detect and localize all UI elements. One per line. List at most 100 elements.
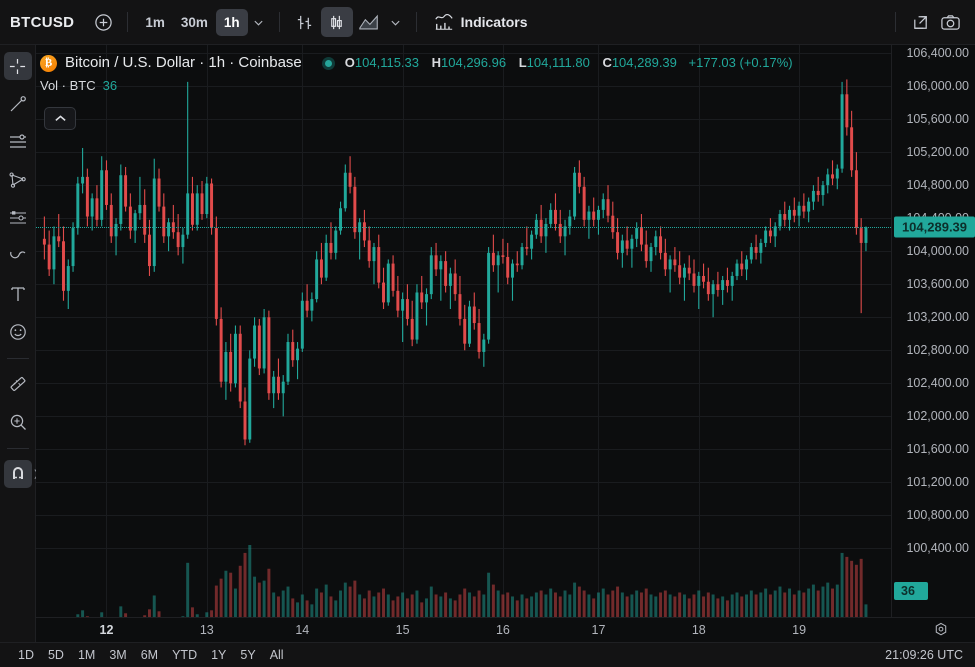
sidebar-item-emoji-tool[interactable] [4, 318, 32, 346]
candle-body [625, 240, 629, 249]
volume-bar [764, 588, 768, 640]
sidebar-item-cross-cursor-tool[interactable] [3, 52, 32, 80]
volume-bar [549, 588, 553, 640]
candle-body [477, 323, 481, 352]
date-range-1y[interactable]: 1Y [211, 648, 227, 662]
candle-body [214, 228, 218, 319]
clock-label[interactable]: 21:09:26 UTC [885, 648, 963, 662]
candle-body [491, 252, 495, 266]
candle-style-button[interactable] [320, 7, 353, 37]
horizontal-lines-icon [9, 134, 26, 148]
price-axis-label: 103,600.00 [906, 277, 969, 292]
bar-style-button[interactable] [289, 7, 321, 37]
date-range-ytd[interactable]: YTD [172, 648, 198, 662]
publish-button[interactable] [905, 7, 935, 37]
candle-body [291, 342, 295, 361]
candle-body [582, 186, 586, 220]
sidebar-item-text-tool[interactable] [4, 280, 32, 308]
sidebar-item-trend-line-tool[interactable] [4, 90, 32, 118]
time-axis-settings-icon [935, 622, 947, 636]
sidebar-item-horizontal-lines-tool[interactable] [4, 128, 32, 156]
volume-bar [353, 580, 357, 640]
crosshair-icon [9, 58, 26, 74]
volume-badge[interactable]: 36 [894, 582, 928, 600]
collapse-legend-button[interactable] [44, 107, 76, 130]
symbol-button[interactable]: BTCUSD [10, 13, 75, 31]
candle-body [506, 256, 510, 278]
candle-body [319, 259, 323, 278]
volume-bar [845, 556, 849, 640]
volume-bar [281, 590, 285, 640]
sidebar-item-magnet-tool[interactable]: ❯ [3, 460, 41, 488]
indicators-button[interactable]: Indicators [426, 6, 536, 38]
last-price-badge[interactable]: 104,289.39 [894, 216, 975, 238]
add-symbol-button[interactable] [88, 7, 118, 37]
timeframe-1h[interactable]: 1h [215, 8, 248, 36]
candle-body [816, 190, 820, 196]
date-range-all[interactable]: All [269, 648, 284, 662]
time-axis-settings-button[interactable] [933, 622, 949, 643]
snapshot-button[interactable] [935, 7, 965, 37]
time-axis[interactable]: 12 13 14 15 16 17 18 19 [36, 617, 975, 642]
candle-body [124, 175, 128, 207]
chart-style-dropdown-button[interactable] [385, 9, 407, 35]
date-range-1d[interactable]: 1D [18, 648, 34, 662]
grid-line-horizontal [36, 515, 891, 516]
smiley-icon [9, 324, 26, 340]
timeframe-dropdown-button[interactable] [248, 9, 270, 35]
sidebar-item-pitchfork-tool[interactable] [4, 166, 32, 194]
toolbar-divider-1 [127, 12, 129, 32]
candle-body [128, 206, 132, 231]
candle-body [687, 267, 691, 274]
candle-body [85, 176, 89, 217]
volume-bar [831, 588, 834, 640]
candle-body [382, 282, 386, 303]
price-axis[interactable]: 106,400.00 106,000.00 105,600.00 105,200.00… [891, 45, 975, 642]
candle-body [482, 339, 486, 352]
area-chart-style-icon [358, 14, 378, 29]
date-range-5y[interactable]: 5Y [240, 648, 256, 662]
candle-body [167, 222, 171, 237]
volume-bar [253, 576, 257, 640]
volume-bar [596, 592, 600, 640]
sidebar-item-fib-retracement-tool[interactable] [4, 204, 32, 232]
timeframe-30m[interactable]: 30m [180, 14, 208, 30]
volume-bar [487, 572, 491, 640]
candle-body [186, 193, 190, 235]
candle-body [754, 247, 758, 253]
candle-body [606, 199, 610, 216]
candle-body [520, 247, 524, 266]
candle-body [463, 318, 467, 344]
candle-body [534, 219, 538, 235]
volume-bar [759, 592, 763, 640]
candle-body [52, 236, 56, 270]
candle-body [745, 259, 749, 270]
candle-body [730, 275, 734, 286]
volume-bar [601, 588, 605, 640]
volume-bar [807, 588, 811, 640]
chart-area[interactable]: ₿ Bitcoin / U.S. Dollar · 1h · Coinbase … [36, 45, 975, 642]
grid-line-horizontal [36, 284, 891, 285]
sidebar-item-measure-tool[interactable] [4, 370, 32, 398]
price-plot[interactable] [36, 45, 891, 642]
candle-body [444, 261, 448, 286]
volume-bar [620, 592, 624, 640]
date-range-3m[interactable]: 3M [109, 648, 127, 662]
candle-body [267, 317, 271, 394]
date-range-6m[interactable]: 6M [140, 648, 159, 662]
volume-bar [826, 582, 830, 640]
sidebar-item-zoom-tool[interactable] [4, 408, 32, 436]
toolbar-divider-2 [278, 12, 280, 32]
candlestick-series [42, 79, 868, 640]
candle-body [90, 198, 94, 217]
volume-bar [491, 584, 495, 640]
date-range-1m[interactable]: 1M [77, 648, 96, 662]
area-style-button[interactable] [353, 7, 385, 37]
chevron-down-icon [254, 20, 263, 26]
price-axis-label: 105,600.00 [906, 112, 969, 127]
candle-body [372, 247, 376, 262]
timeframe-1m[interactable]: 1m [145, 14, 165, 30]
sidebar-item-brush-tool[interactable] [4, 242, 32, 270]
candle-body [725, 280, 729, 286]
date-range-5d[interactable]: 5D [47, 648, 64, 662]
